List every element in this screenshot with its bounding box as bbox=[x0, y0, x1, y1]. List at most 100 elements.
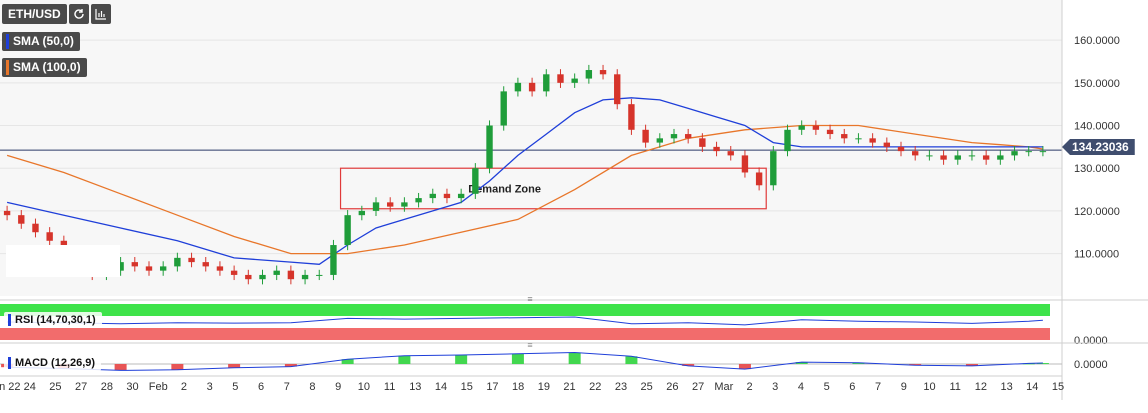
macd-hist-bar bbox=[909, 364, 922, 366]
time-tick-label: 2 bbox=[746, 381, 752, 393]
time-tick-label: 10 bbox=[358, 381, 370, 393]
candle-body bbox=[174, 257, 181, 267]
rsi-swatch bbox=[8, 314, 11, 326]
time-tick-label: 28 bbox=[101, 381, 113, 393]
sma50-chip[interactable]: SMA (50,0) bbox=[2, 32, 80, 51]
time-tick-label: 24 bbox=[24, 381, 36, 393]
candle-body bbox=[330, 245, 337, 275]
current-price-tag: 134.23036 bbox=[1062, 139, 1135, 155]
time-tick-label: Mar bbox=[714, 381, 733, 393]
macd-label: MACD (12,26,9) bbox=[4, 355, 102, 371]
time-tick-label: 11 bbox=[949, 381, 960, 393]
candle-body bbox=[202, 262, 209, 267]
candle-body bbox=[472, 168, 479, 194]
time-tick-label: 2 bbox=[181, 381, 187, 393]
time-tick-label: 6 bbox=[849, 381, 855, 393]
candle-body bbox=[457, 193, 465, 199]
macd-zero-label: 0.0000 bbox=[1074, 359, 1108, 371]
macd-hist-bar bbox=[398, 355, 411, 364]
demand-zone-label: Demand Zone bbox=[468, 183, 541, 195]
price-tick-label: 120.0000 bbox=[1074, 206, 1120, 218]
sma50-swatch bbox=[6, 34, 9, 49]
time-tick-label: 30 bbox=[126, 381, 138, 393]
time-tick-label: 21 bbox=[563, 381, 575, 393]
candle-body bbox=[1025, 151, 1032, 153]
macd-hist-bar bbox=[795, 362, 808, 364]
time-tick-label: Jan 22 bbox=[0, 381, 21, 393]
candle-body bbox=[287, 270, 295, 280]
macd-line bbox=[7, 351, 1043, 371]
candle-body bbox=[982, 155, 990, 160]
rsi-oversold-zone bbox=[0, 328, 1050, 340]
candle-body bbox=[500, 91, 507, 126]
candle-body bbox=[826, 129, 834, 135]
candle-body bbox=[316, 274, 323, 276]
candle-body bbox=[230, 270, 238, 275]
macd-hist-bar bbox=[171, 364, 184, 370]
candle-body bbox=[443, 193, 451, 199]
candle-body bbox=[259, 274, 266, 280]
indicators-icon[interactable] bbox=[90, 4, 111, 24]
candle-body bbox=[912, 151, 919, 156]
sma100-layer bbox=[6, 124, 1043, 255]
time-tick-label: 12 bbox=[975, 381, 987, 393]
candle-body bbox=[897, 146, 905, 152]
candle-body bbox=[401, 202, 408, 207]
candle-body bbox=[429, 193, 436, 199]
sma100-chip[interactable]: SMA (100,0) bbox=[2, 58, 87, 77]
price-axis: 110.0000 120.0000 130.0000 140.0000 150.0000… bbox=[1061, 0, 1120, 400]
time-tick-label: 3 bbox=[772, 381, 778, 393]
time-tick-label: 25 bbox=[49, 381, 61, 393]
time-tick-label: 14 bbox=[435, 381, 447, 393]
demand-zone: Demand Zone bbox=[339, 167, 767, 210]
macd-hist-bar bbox=[965, 364, 978, 366]
macd-drag-handle: ≡ bbox=[527, 340, 532, 350]
price-tick-label: 130.0000 bbox=[1074, 163, 1120, 175]
price-tick-label: 140.0000 bbox=[1074, 121, 1120, 133]
macd-hist-bar bbox=[284, 364, 297, 367]
time-tick-label: 25 bbox=[641, 381, 653, 393]
sma50-layer bbox=[6, 97, 1043, 265]
candle-body bbox=[755, 172, 763, 186]
refresh-icon[interactable] bbox=[68, 4, 89, 24]
candle-body bbox=[18, 215, 25, 224]
candle-body bbox=[713, 146, 720, 152]
macd-swatch bbox=[8, 357, 11, 369]
time-tick-label: Feb bbox=[149, 381, 168, 393]
rsi-label-text: RSI (14,70,30,1) bbox=[15, 314, 96, 326]
candle-body bbox=[1011, 151, 1018, 156]
macd-hist-bar bbox=[738, 364, 751, 370]
time-tick-label: 7 bbox=[284, 381, 290, 393]
macd-hist-bar bbox=[625, 356, 638, 364]
candle-body bbox=[216, 266, 224, 271]
candle-body bbox=[628, 104, 635, 130]
time-tick-label: 14 bbox=[1026, 381, 1038, 393]
candle-body bbox=[684, 134, 692, 139]
candle-body bbox=[145, 266, 153, 271]
candle-body bbox=[301, 274, 309, 280]
time-tick-label: 10 bbox=[923, 381, 935, 393]
candle-body bbox=[372, 202, 380, 211]
rsi-pane: ≡ 0.0000 bbox=[0, 294, 1148, 347]
candle-body bbox=[117, 262, 124, 271]
time-tick-label: 27 bbox=[75, 381, 87, 393]
candle-body bbox=[159, 266, 167, 271]
price-tick-label: 110.0000 bbox=[1074, 249, 1119, 261]
price-grid bbox=[0, 39, 1062, 255]
candle-body bbox=[415, 198, 422, 203]
time-tick-label: 9 bbox=[901, 381, 907, 393]
candle-body bbox=[954, 155, 961, 160]
candle-body bbox=[841, 134, 848, 139]
candle-body bbox=[614, 74, 621, 105]
candle-body bbox=[46, 232, 53, 241]
candle-body bbox=[543, 74, 550, 92]
time-tick-label: 18 bbox=[512, 381, 524, 393]
price-tick-label: 160.0000 bbox=[1074, 35, 1120, 47]
symbol-label[interactable]: ETH/USD bbox=[2, 4, 67, 24]
candle-body bbox=[245, 274, 252, 280]
time-tick-label: 5 bbox=[824, 381, 830, 393]
time-tick-label: 15 bbox=[1052, 381, 1064, 393]
candle-body bbox=[514, 82, 522, 92]
candle-body bbox=[344, 215, 351, 246]
